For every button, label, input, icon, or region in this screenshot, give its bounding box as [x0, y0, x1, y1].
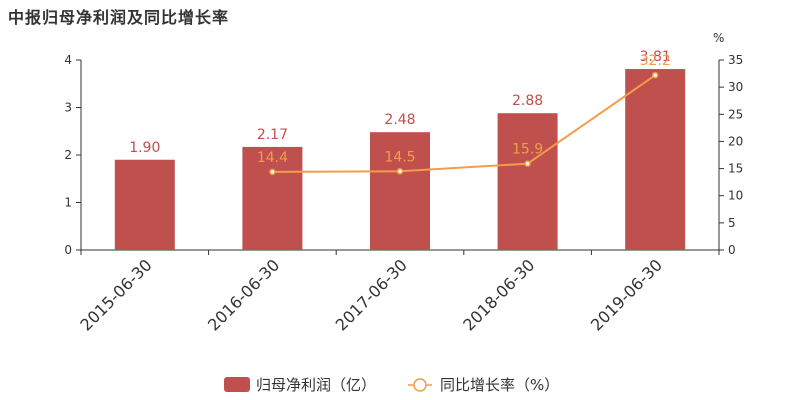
legend[interactable]: 归母净利润（亿） 同比增长率（%） — [224, 376, 559, 394]
line-point — [269, 168, 276, 176]
bar — [370, 132, 430, 250]
bar-data-label: 2.88 — [512, 93, 543, 109]
bar-data-label: 2.17 — [257, 127, 288, 143]
y-right-tick-label: 15 — [728, 162, 743, 176]
y-left-tick-label: 0 — [64, 243, 72, 257]
y-right-unit-label: % — [713, 31, 724, 45]
y-right-tick-label: 20 — [728, 134, 743, 148]
bar — [114, 159, 175, 250]
bar — [497, 113, 558, 250]
line-data-label: 32.2 — [640, 53, 671, 69]
legend-bar-label: 归母净利润（亿） — [256, 376, 376, 394]
bar-series — [114, 69, 686, 251]
growth-line — [272, 74, 656, 173]
x-category-label: 2018-06-30 — [459, 255, 538, 334]
legend-line-marker — [413, 378, 427, 392]
bar — [242, 146, 303, 250]
y-right-tick-label: 5 — [728, 216, 736, 230]
chart-title: 中报归母净利润及同比增长率 — [8, 8, 230, 27]
x-category-label: 2015-06-30 — [76, 255, 155, 334]
bar — [625, 69, 686, 251]
y-right-tick-label: 10 — [728, 189, 743, 203]
legend-line-label: 同比增长率（%） — [440, 376, 559, 394]
y-right-tick-label: 25 — [728, 107, 743, 121]
line-data-label: 14.4 — [257, 150, 288, 166]
line-point — [524, 160, 531, 167]
y-left-tick-label: 1 — [64, 196, 72, 210]
y-left-tick-label: 2 — [64, 148, 72, 162]
bar-data-label: 3.81 — [640, 49, 671, 65]
y-right-tick-label: 35 — [728, 53, 743, 67]
data-labels: 1.90 2.17 2.48 2.88 3.81 14.4 14.5 15.9 32.2 — [129, 49, 671, 166]
line-data-label: 14.5 — [384, 149, 415, 165]
line-data-label: 15.9 — [512, 142, 543, 158]
y-right-tick-label: 0 — [728, 243, 736, 257]
legend-bar-swatch — [224, 377, 250, 392]
line-series — [269, 71, 659, 176]
y-left-tick-label: 3 — [64, 101, 72, 115]
y-left-tick-label: 4 — [64, 53, 72, 67]
y-right-tick-label: 30 — [728, 80, 743, 94]
line-point — [651, 71, 659, 79]
bar-data-label: 2.48 — [384, 112, 415, 128]
bar-data-label: 1.90 — [129, 140, 160, 156]
line-point — [396, 168, 404, 175]
x-category-label: 2019-06-30 — [587, 255, 666, 334]
x-category-label: 2017-06-30 — [332, 255, 411, 334]
x-category-label: 2016-06-30 — [204, 255, 283, 334]
